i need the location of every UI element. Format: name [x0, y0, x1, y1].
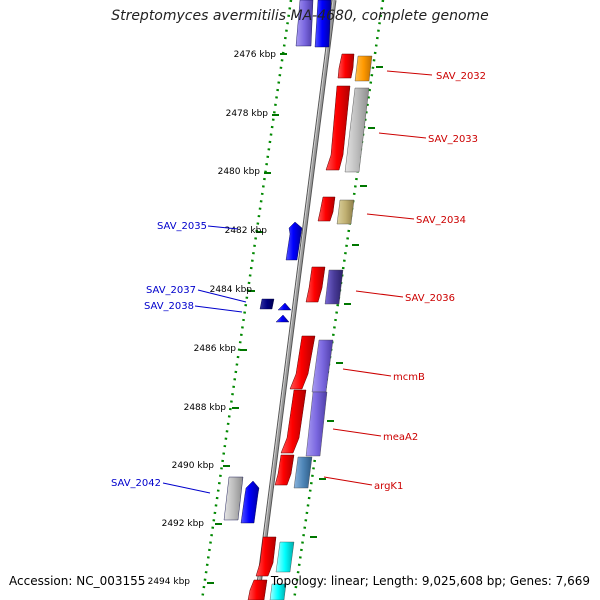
- gene-unlabeled-cyan[interactable]: [269, 583, 287, 600]
- gene-sav2042[interactable]: [240, 480, 260, 524]
- gene-sav2032[interactable]: [337, 53, 355, 79]
- genome-summary-text: Topology: linear; Length: 9,025,608 bp; …: [270, 574, 590, 588]
- tick-label: 2478 kbp: [226, 109, 269, 119]
- accession-text: Accession: NC_003155: [9, 574, 146, 588]
- gene-label[interactable]: SAV_2032: [436, 71, 486, 82]
- tick-label: 2484 kbp: [210, 285, 253, 295]
- gene-label[interactable]: SAV_2035: [157, 221, 207, 232]
- gene-top-blue[interactable]: [314, 0, 332, 48]
- gene-label[interactable]: SAV_2037: [146, 285, 196, 296]
- tick-labels: 2476 kbp 2478 kbp 2480 kbp 2482 kbp 2484…: [148, 50, 277, 587]
- gene-argk1-box[interactable]: [293, 456, 313, 489]
- gene-meaa2[interactable]: [280, 389, 307, 454]
- tick-label: 2486 kbp: [194, 344, 237, 354]
- gene-label[interactable]: SAV_2036: [405, 293, 455, 304]
- gene-sav2038[interactable]: [277, 302, 292, 311]
- gene-unlabeled-cyan[interactable]: [275, 541, 295, 573]
- gene-top-purple[interactable]: [295, 0, 314, 47]
- tick-label: 2492 kbp: [162, 519, 205, 529]
- gene-label[interactable]: meaA2: [383, 432, 418, 443]
- gene-label[interactable]: argK1: [374, 481, 403, 492]
- label-connectors-right: [323, 70, 433, 486]
- tick-label: 2480 kbp: [218, 167, 261, 177]
- gene-label[interactable]: SAV_2038: [144, 301, 194, 312]
- tick-label: 2482 kbp: [225, 226, 268, 236]
- gene-label[interactable]: SAV_2034: [416, 215, 466, 226]
- forward-strand-genes: [247, 53, 355, 600]
- gene-label[interactable]: SAV_2042: [111, 478, 161, 489]
- gene-sav2038b[interactable]: [275, 314, 290, 323]
- genome-backbone: [254, 0, 337, 600]
- map-title: Streptomyces avermitilis MA-4680, comple…: [111, 8, 489, 24]
- tick-dashes: [207, 53, 383, 584]
- gene-unlabeled-red[interactable]: [255, 536, 277, 577]
- tick-label: 2490 kbp: [172, 461, 215, 471]
- gene-sav2033[interactable]: [325, 85, 351, 171]
- gene-sav2035[interactable]: [285, 221, 303, 261]
- reverse-strand-genes: [223, 0, 332, 524]
- gene-argk1[interactable]: [274, 454, 295, 486]
- gene-unlabeled-red[interactable]: [247, 579, 268, 600]
- gene-sav2033-box[interactable]: [344, 87, 370, 173]
- gene-label[interactable]: mcmB: [393, 372, 425, 383]
- gene-labels-left: SAV_2035 SAV_2037 SAV_2038 SAV_2042: [111, 221, 207, 489]
- gene-mcmb[interactable]: [289, 335, 316, 390]
- outer-strand-genes: [269, 55, 373, 600]
- gene-sav2034-box[interactable]: [336, 199, 355, 225]
- gene-sav2037[interactable]: [259, 298, 275, 310]
- gene-sav2042-gray[interactable]: [223, 476, 244, 521]
- gene-sav2034[interactable]: [317, 196, 336, 222]
- gene-labels-right: SAV_2032 SAV_2033 SAV_2034 SAV_2036 mcmB…: [374, 71, 486, 492]
- label-connectors-left: [162, 225, 247, 494]
- tick-label: 2494 kbp: [148, 577, 191, 587]
- tick-label: 2476 kbp: [234, 50, 277, 60]
- gene-sav2032-box[interactable]: [354, 55, 373, 82]
- gene-sav2036[interactable]: [305, 266, 326, 303]
- gene-meaa2-box[interactable]: [305, 391, 328, 457]
- gene-mcmb-box[interactable]: [311, 339, 334, 393]
- gene-label[interactable]: SAV_2033: [428, 134, 478, 145]
- gene-sav2036-box[interactable]: [324, 269, 344, 305]
- tick-label: 2488 kbp: [184, 403, 227, 413]
